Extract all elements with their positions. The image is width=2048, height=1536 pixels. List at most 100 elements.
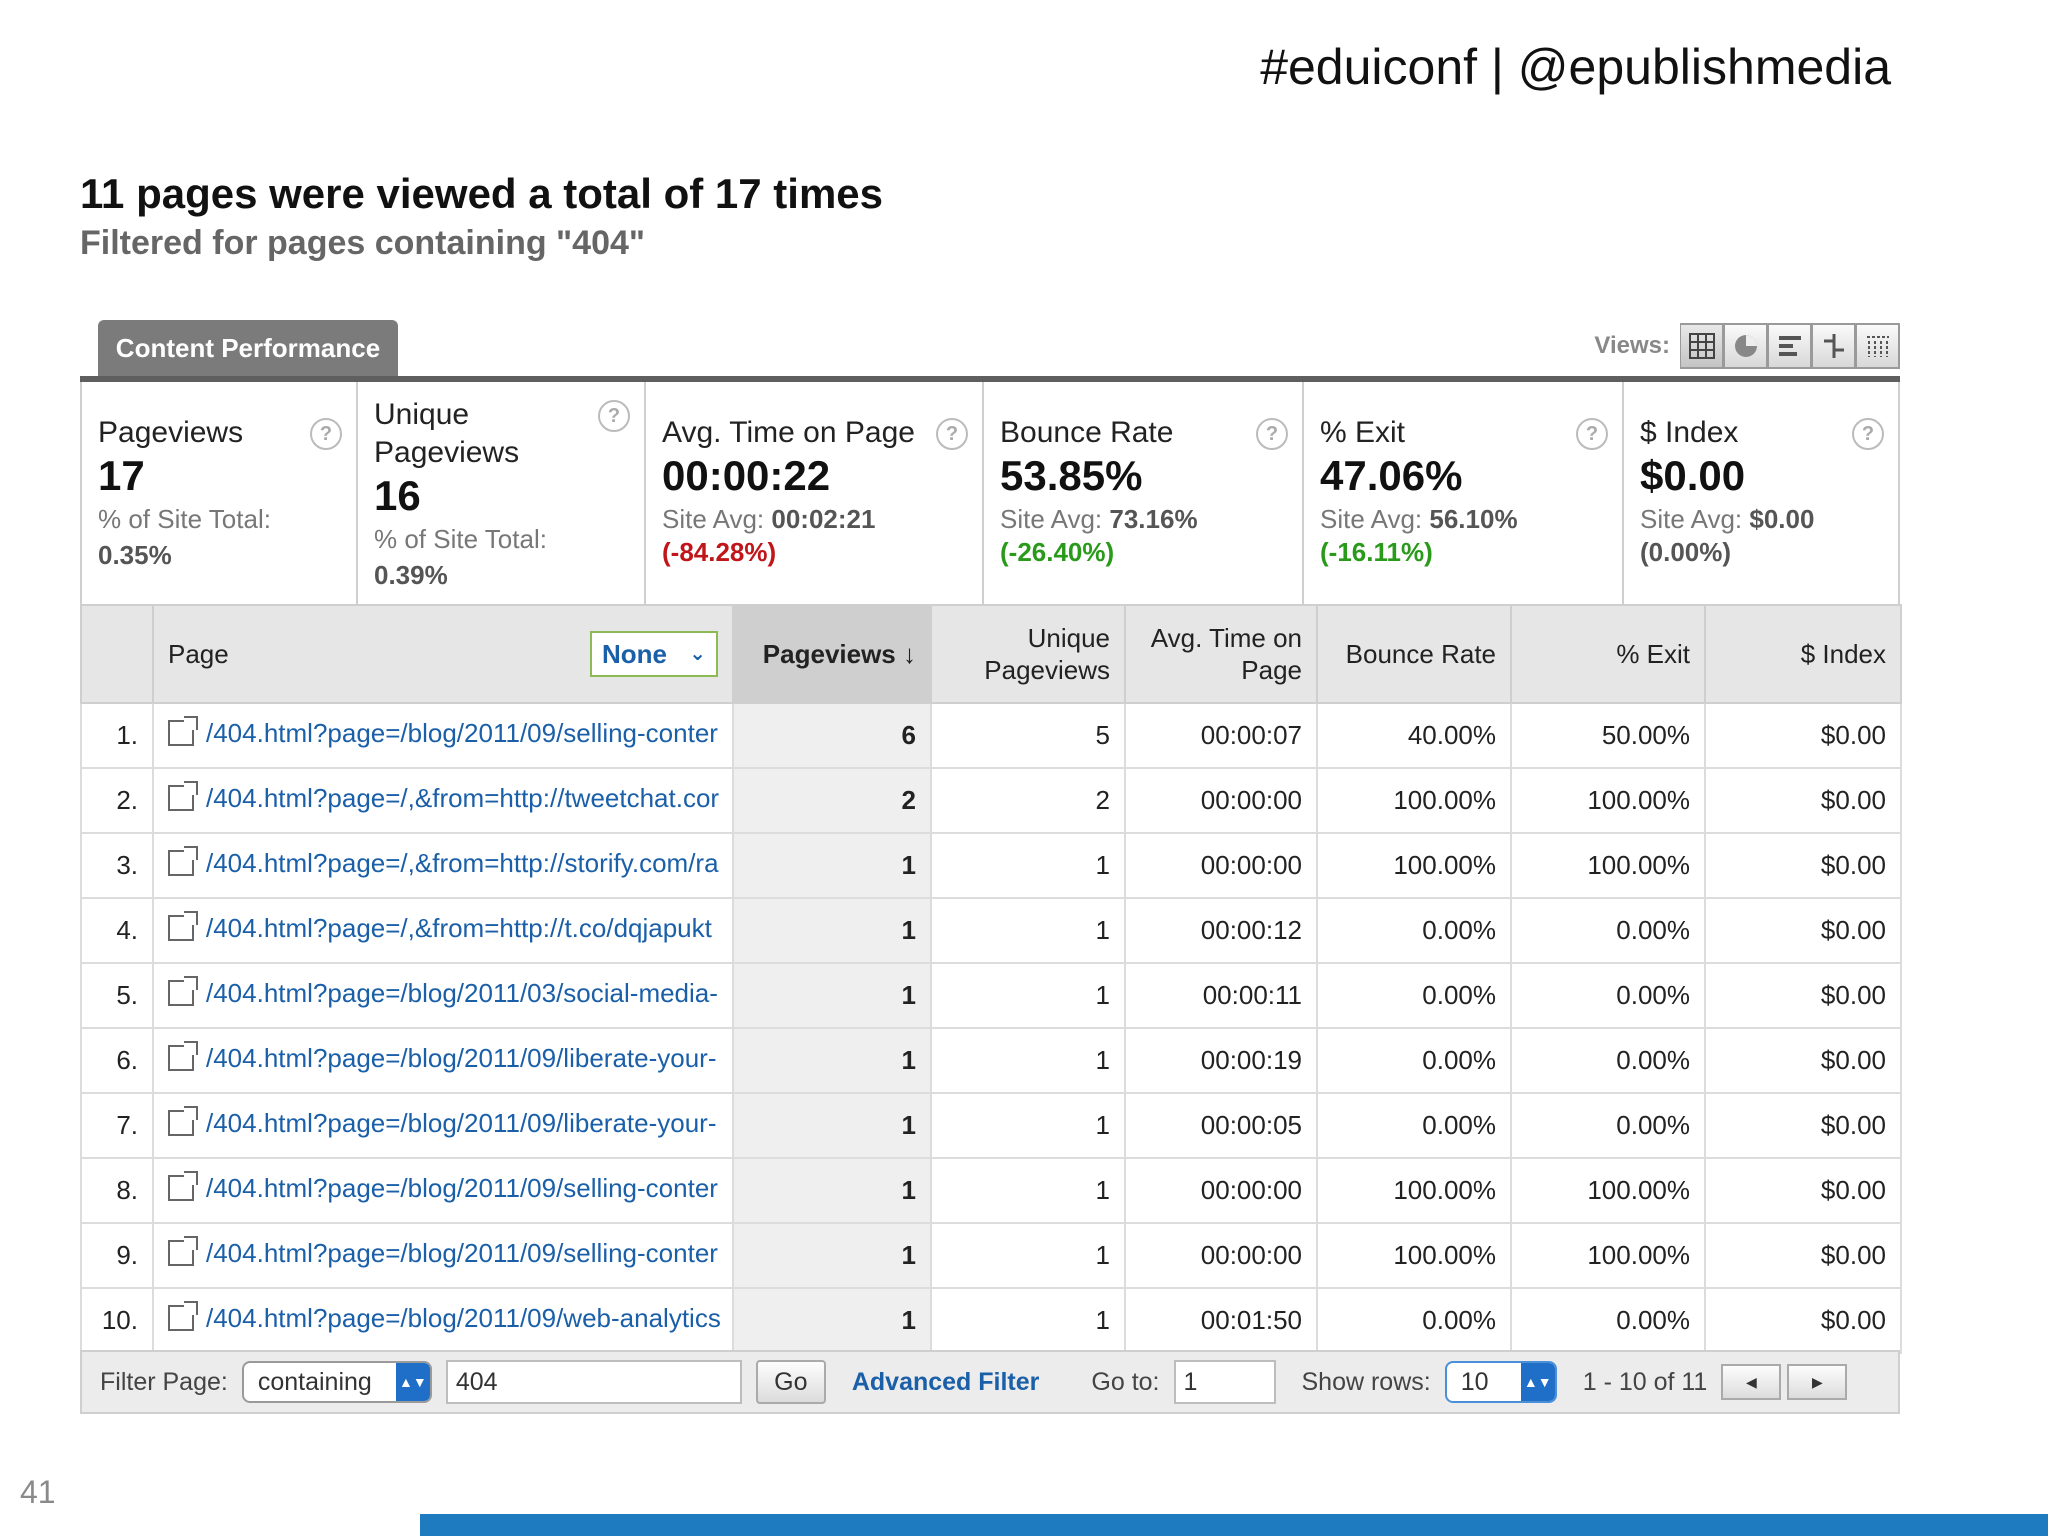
popout-icon[interactable] (168, 846, 198, 877)
row-bounce-rate: 0.00% (1316, 1287, 1512, 1354)
header-index-value[interactable]: $ Index (1704, 604, 1902, 704)
header-bounce-rate[interactable]: Bounce Rate (1316, 604, 1512, 704)
scorecard-avg-time: Avg. Time on Page 00:00:22 Site Avg: 00:… (646, 382, 984, 604)
help-icon[interactable]: ? (1256, 418, 1288, 450)
header-exit[interactable]: % Exit (1510, 604, 1706, 704)
popout-icon[interactable] (168, 1301, 198, 1332)
row-index: $0.00 (1704, 702, 1902, 769)
row-pageviews: 2 (732, 767, 932, 834)
scorecard-label: Pageviews (98, 416, 244, 449)
help-icon[interactable]: ? (310, 418, 342, 450)
next-page-button[interactable]: ▶ (1787, 1364, 1848, 1400)
scorecard-sub-label: Site Avg: (1000, 504, 1103, 534)
show-rows-value: 10 (1460, 1367, 1489, 1396)
page-link[interactable]: /404.html?page=/,&from=http://tweetchat.… (206, 782, 720, 813)
page-link[interactable]: /404.html?page=/blog/2011/09/web-analyti… (206, 1302, 721, 1333)
row-unique-pageviews: 2 (930, 767, 1126, 834)
show-rows-label: Show rows: (1301, 1367, 1431, 1396)
row-bounce-rate: 40.00% (1316, 702, 1512, 769)
row-bounce-rate: 100.00% (1316, 832, 1512, 899)
slide-accent-bar (420, 1514, 2048, 1536)
stepper-icon: ▲▼ (395, 1363, 430, 1401)
goto-input[interactable]: 1 (1173, 1360, 1276, 1404)
page-link[interactable]: /404.html?page=/,&from=http://t.co/dqjap… (206, 912, 712, 943)
popout-icon[interactable] (168, 911, 198, 942)
filter-mode-select[interactable]: containing ▲▼ (241, 1361, 432, 1403)
page-link[interactable]: /404.html?page=/blog/2011/09/liberate-yo… (206, 1042, 717, 1073)
page-link[interactable]: /404.html?page=/blog/2011/09/selling-con… (206, 1237, 718, 1268)
row-avg-time: 00:00:12 (1124, 897, 1318, 964)
help-icon[interactable]: ? (1576, 418, 1608, 450)
popout-icon[interactable] (168, 1171, 198, 1202)
row-bounce-rate: 100.00% (1316, 1222, 1512, 1289)
header-page[interactable]: Page None ⌄ (152, 604, 734, 704)
table-row: 1. /404.html?page=/blog/2011/09/selling-c… (80, 702, 1902, 769)
row-bounce-rate: 0.00% (1316, 962, 1512, 1029)
row-pageviews: 1 (732, 832, 932, 899)
row-pageviews: 1 (732, 962, 932, 1029)
help-icon[interactable]: ? (1852, 418, 1884, 450)
scorecard-sub-label: Site Avg: (1320, 504, 1423, 534)
filter-value-input[interactable]: 404 (445, 1360, 742, 1404)
row-exit: 0.00% (1510, 1287, 1706, 1354)
row-pageviews: 1 (732, 1222, 932, 1289)
row-number: 2. (80, 767, 154, 834)
popout-icon[interactable] (168, 716, 198, 747)
row-page: /404.html?page=/blog/2011/09/selling-con… (152, 702, 734, 769)
row-number: 1. (80, 702, 154, 769)
bar-view-icon[interactable] (1768, 323, 1812, 369)
popout-icon[interactable] (168, 976, 198, 1007)
pivot-view-icon[interactable] (1856, 323, 1900, 369)
popout-icon[interactable] (168, 781, 198, 812)
pie-view-icon[interactable] (1724, 323, 1768, 369)
row-page: /404.html?page=/blog/2011/09/web-analyti… (152, 1287, 734, 1354)
scorecard-sub-value: 0.35% (98, 540, 172, 570)
report-title: 11 pages were viewed a total of 17 times (80, 170, 884, 217)
popout-icon[interactable] (168, 1106, 198, 1137)
scorecard-sub-value: $0.00 (1749, 504, 1815, 534)
header-page-label: Page (168, 639, 229, 669)
row-exit: 0.00% (1510, 962, 1706, 1029)
scorecard-value: 47.06% (1320, 452, 1463, 499)
scorecard-exit: % Exit 47.06% Site Avg: 56.10% (-16.11%)… (1304, 382, 1624, 604)
scorecard-label: Bounce Rate (1000, 416, 1174, 449)
row-avg-time: 00:00:00 (1124, 1222, 1318, 1289)
stepper-icon: ▲▼ (1520, 1363, 1555, 1401)
content-table: Page None ⌄ Pageviews ↓ Unique Pageviews… (80, 604, 1902, 1354)
scorecard-label: Unique Pageviews (374, 398, 520, 469)
scorecard-sub-label: % of Site Total: (374, 524, 547, 554)
header-unique-pageviews[interactable]: Unique Pageviews (930, 604, 1126, 704)
table-row: 2. /404.html?page=/,&from=http://tweetcha… (80, 767, 1902, 834)
header-pageviews[interactable]: Pageviews ↓ (732, 604, 932, 704)
row-pageviews: 1 (732, 1092, 932, 1159)
show-rows-select[interactable]: 10 ▲▼ (1444, 1361, 1557, 1403)
views-label: Views: (1594, 332, 1670, 359)
table-view-icon[interactable] (1680, 323, 1724, 369)
comparison-view-icon[interactable] (1812, 323, 1856, 369)
page-link[interactable]: /404.html?page=/,&from=http://storify.co… (206, 847, 719, 878)
row-avg-time: 00:00:00 (1124, 767, 1318, 834)
header-avg-time[interactable]: Avg. Time on Page (1124, 604, 1318, 704)
scorecard-unique-pageviews: Unique Pageviews 16 % of Site Total: 0.3… (358, 382, 646, 604)
slide-hashtag: #eduiconf | @epublishmedia (1260, 39, 1891, 95)
help-icon[interactable]: ? (936, 418, 968, 450)
row-avg-time: 00:00:19 (1124, 1027, 1318, 1094)
row-page: /404.html?page=/blog/2011/03/social-medi… (152, 962, 734, 1029)
scorecard-sub-value: 73.16% (1109, 504, 1198, 534)
advanced-filter-link[interactable]: Advanced Filter (851, 1367, 1040, 1396)
secondary-dimension-select[interactable]: None ⌄ (590, 631, 718, 677)
page-link[interactable]: /404.html?page=/blog/2011/09/selling-con… (206, 1172, 718, 1203)
scorecard-value: $0.00 (1640, 452, 1746, 499)
page-link[interactable]: /404.html?page=/blog/2011/03/social-medi… (206, 977, 718, 1008)
prev-page-button[interactable]: ◀ (1721, 1364, 1782, 1400)
help-icon[interactable]: ? (598, 400, 630, 432)
row-index: $0.00 (1704, 832, 1902, 899)
popout-icon[interactable] (168, 1041, 198, 1072)
page-link[interactable]: /404.html?page=/blog/2011/09/selling-con… (206, 717, 718, 748)
popout-icon[interactable] (168, 1236, 198, 1267)
tab-content-performance[interactable]: Content Performance (98, 320, 398, 376)
page-link[interactable]: /404.html?page=/blog/2011/09/liberate-yo… (206, 1107, 717, 1138)
scorecard-pageviews: Pageviews 17 % of Site Total: 0.35% ? (82, 382, 358, 604)
row-exit: 0.00% (1510, 1027, 1706, 1094)
go-button[interactable]: Go (755, 1360, 826, 1404)
